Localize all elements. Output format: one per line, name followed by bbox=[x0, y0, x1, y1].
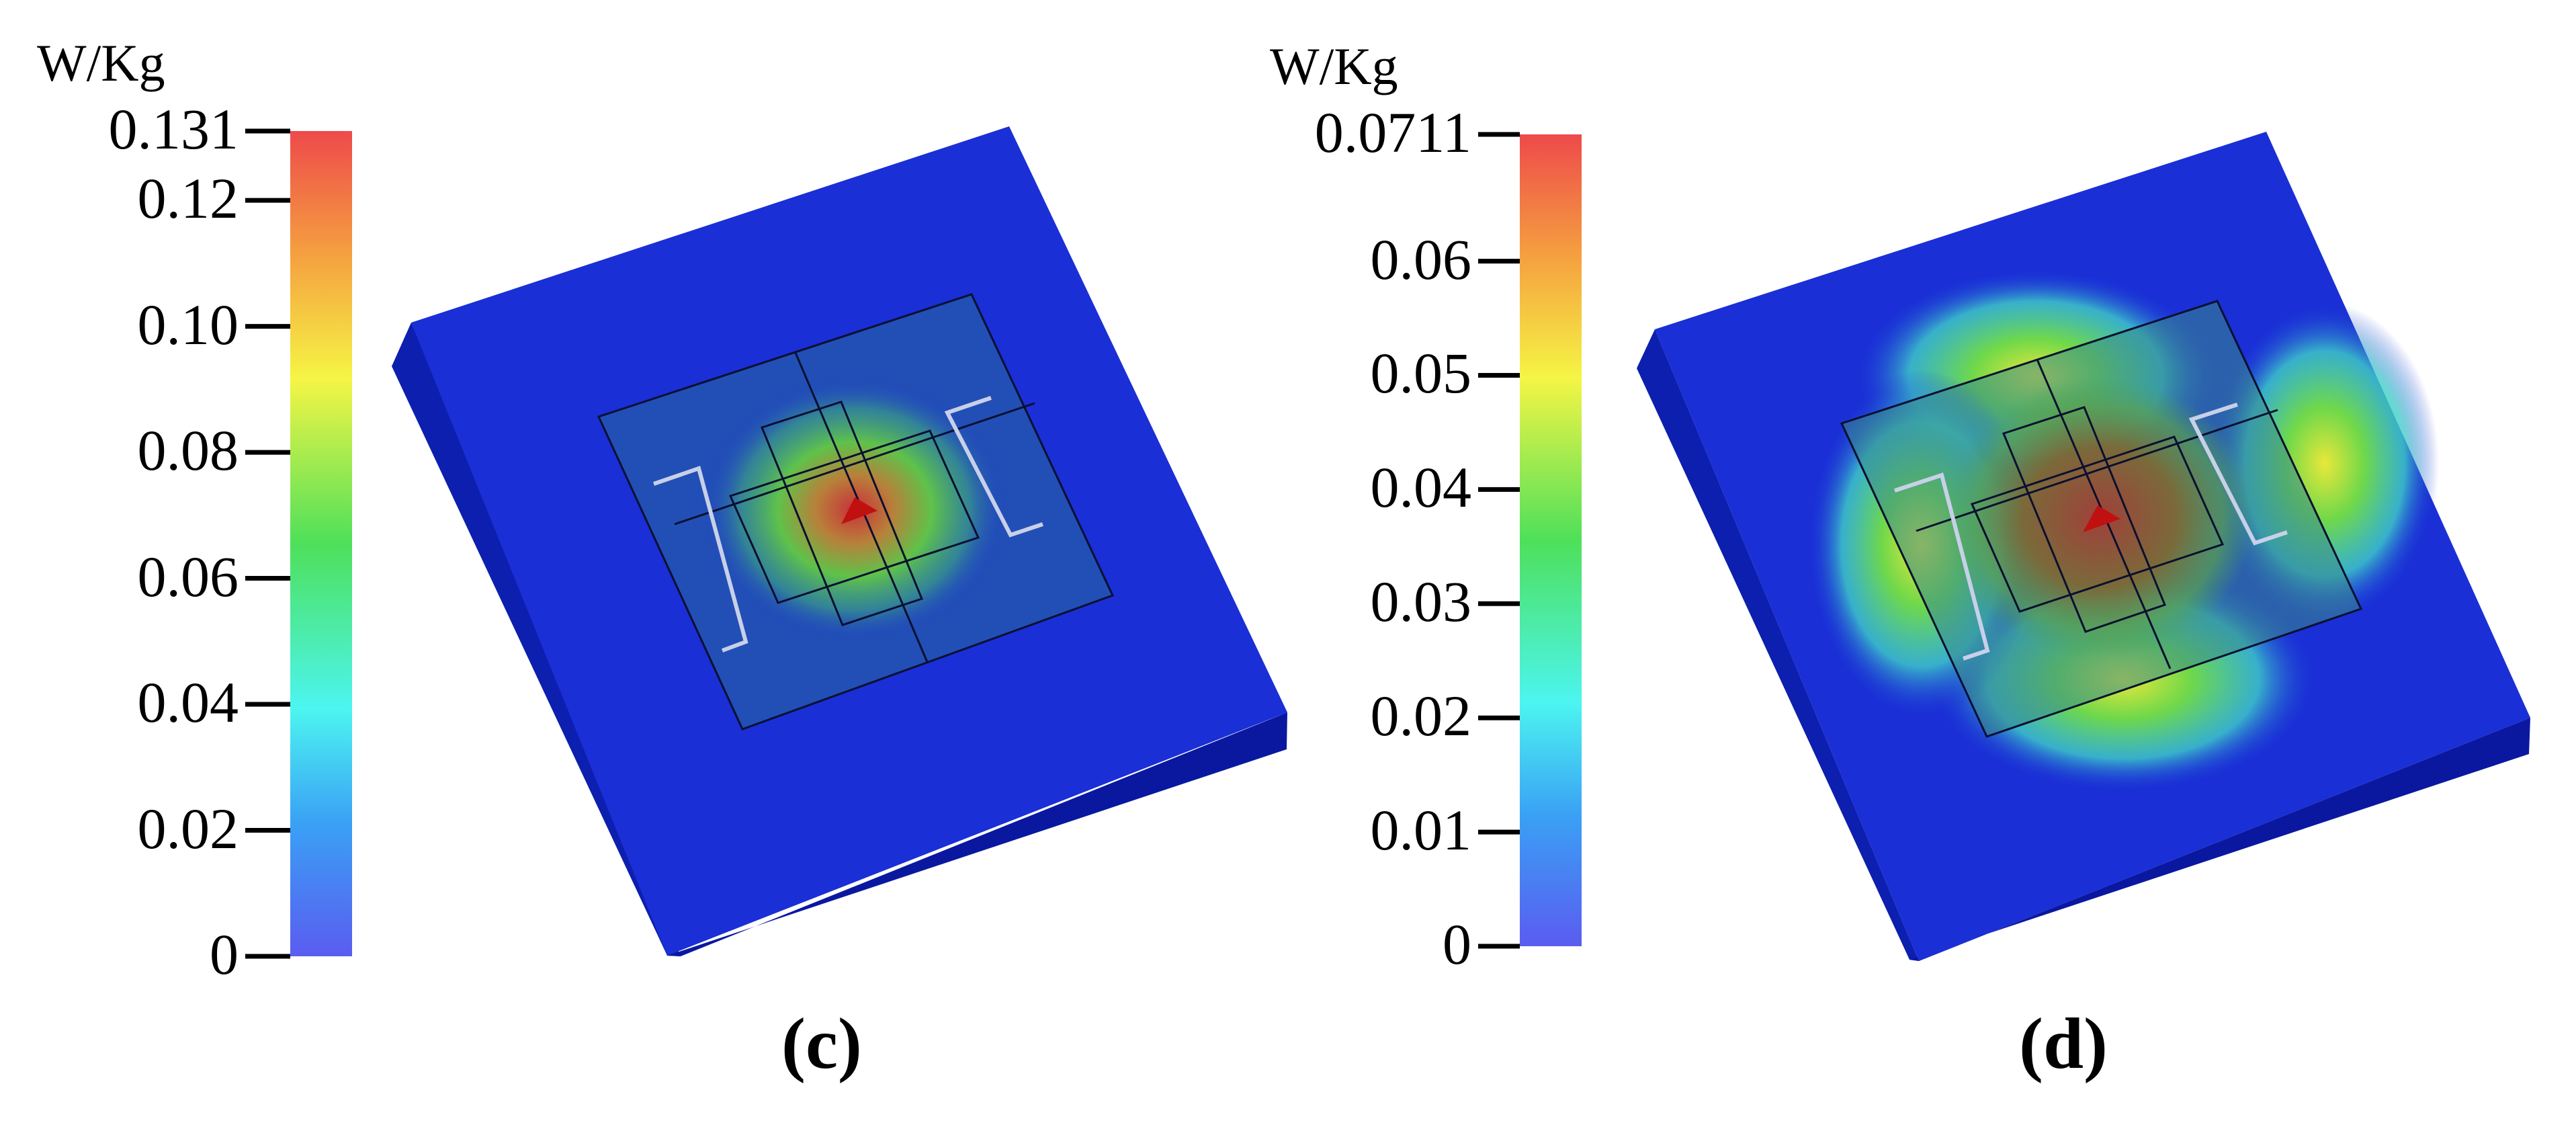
colorbar-tick-label-c-3: 0.08 bbox=[137, 418, 239, 483]
colorbar-tick-label-c-4: 0.06 bbox=[137, 544, 239, 609]
colorbar-tick-label-d-3: 0.04 bbox=[1370, 455, 1472, 520]
colorbar-tick-label-c-1: 0.12 bbox=[137, 166, 239, 231]
slot-elements-d bbox=[1894, 403, 2288, 661]
phantom-side-left-d bbox=[1637, 329, 1919, 961]
colorbar-tick-label-c-7: 0 bbox=[210, 922, 239, 987]
colorbar-tick-label-c-0: 0.131 bbox=[108, 97, 239, 161]
panel-caption-c: (c) bbox=[781, 1004, 862, 1084]
colorbar-gradient-d bbox=[1520, 134, 1582, 946]
colorbar-tick-label-c-5: 0.04 bbox=[137, 670, 239, 735]
phantom-model-c bbox=[392, 126, 1287, 956]
colorbar-gradient-c bbox=[290, 131, 352, 956]
colorbar-d bbox=[1478, 132, 1582, 949]
antenna-patch-d bbox=[1916, 359, 2278, 669]
phantom-model-d bbox=[1637, 132, 2530, 961]
colorbar-c bbox=[245, 128, 352, 959]
panel-caption-d: (d) bbox=[2019, 1004, 2108, 1084]
colorbar-tick-label-c-6: 0.02 bbox=[137, 796, 239, 861]
colorbar-tick-label-d-5: 0.02 bbox=[1370, 683, 1472, 749]
colorbar-unit-d: W/Kg bbox=[1270, 37, 1398, 95]
colorbar-tick-label-d-7: 0 bbox=[1443, 912, 1471, 976]
feed-point-icon-c bbox=[841, 497, 877, 524]
feed-point-icon-d bbox=[2083, 505, 2120, 532]
colorbar-tick-label-c-2: 0.10 bbox=[137, 292, 239, 357]
colorbar-tick-label-d-6: 0.01 bbox=[1370, 798, 1472, 863]
colorbar-tick-label-d-4: 0.03 bbox=[1370, 569, 1472, 634]
colorbar-tick-label-d-1: 0.06 bbox=[1370, 226, 1472, 292]
colorbar-tick-label-d-2: 0.05 bbox=[1370, 341, 1472, 406]
colorbar-unit-c: W/Kg bbox=[37, 34, 165, 92]
slot-elements-c bbox=[653, 396, 1043, 653]
colorbar-tick-label-d-0: 0.0711 bbox=[1314, 100, 1471, 165]
